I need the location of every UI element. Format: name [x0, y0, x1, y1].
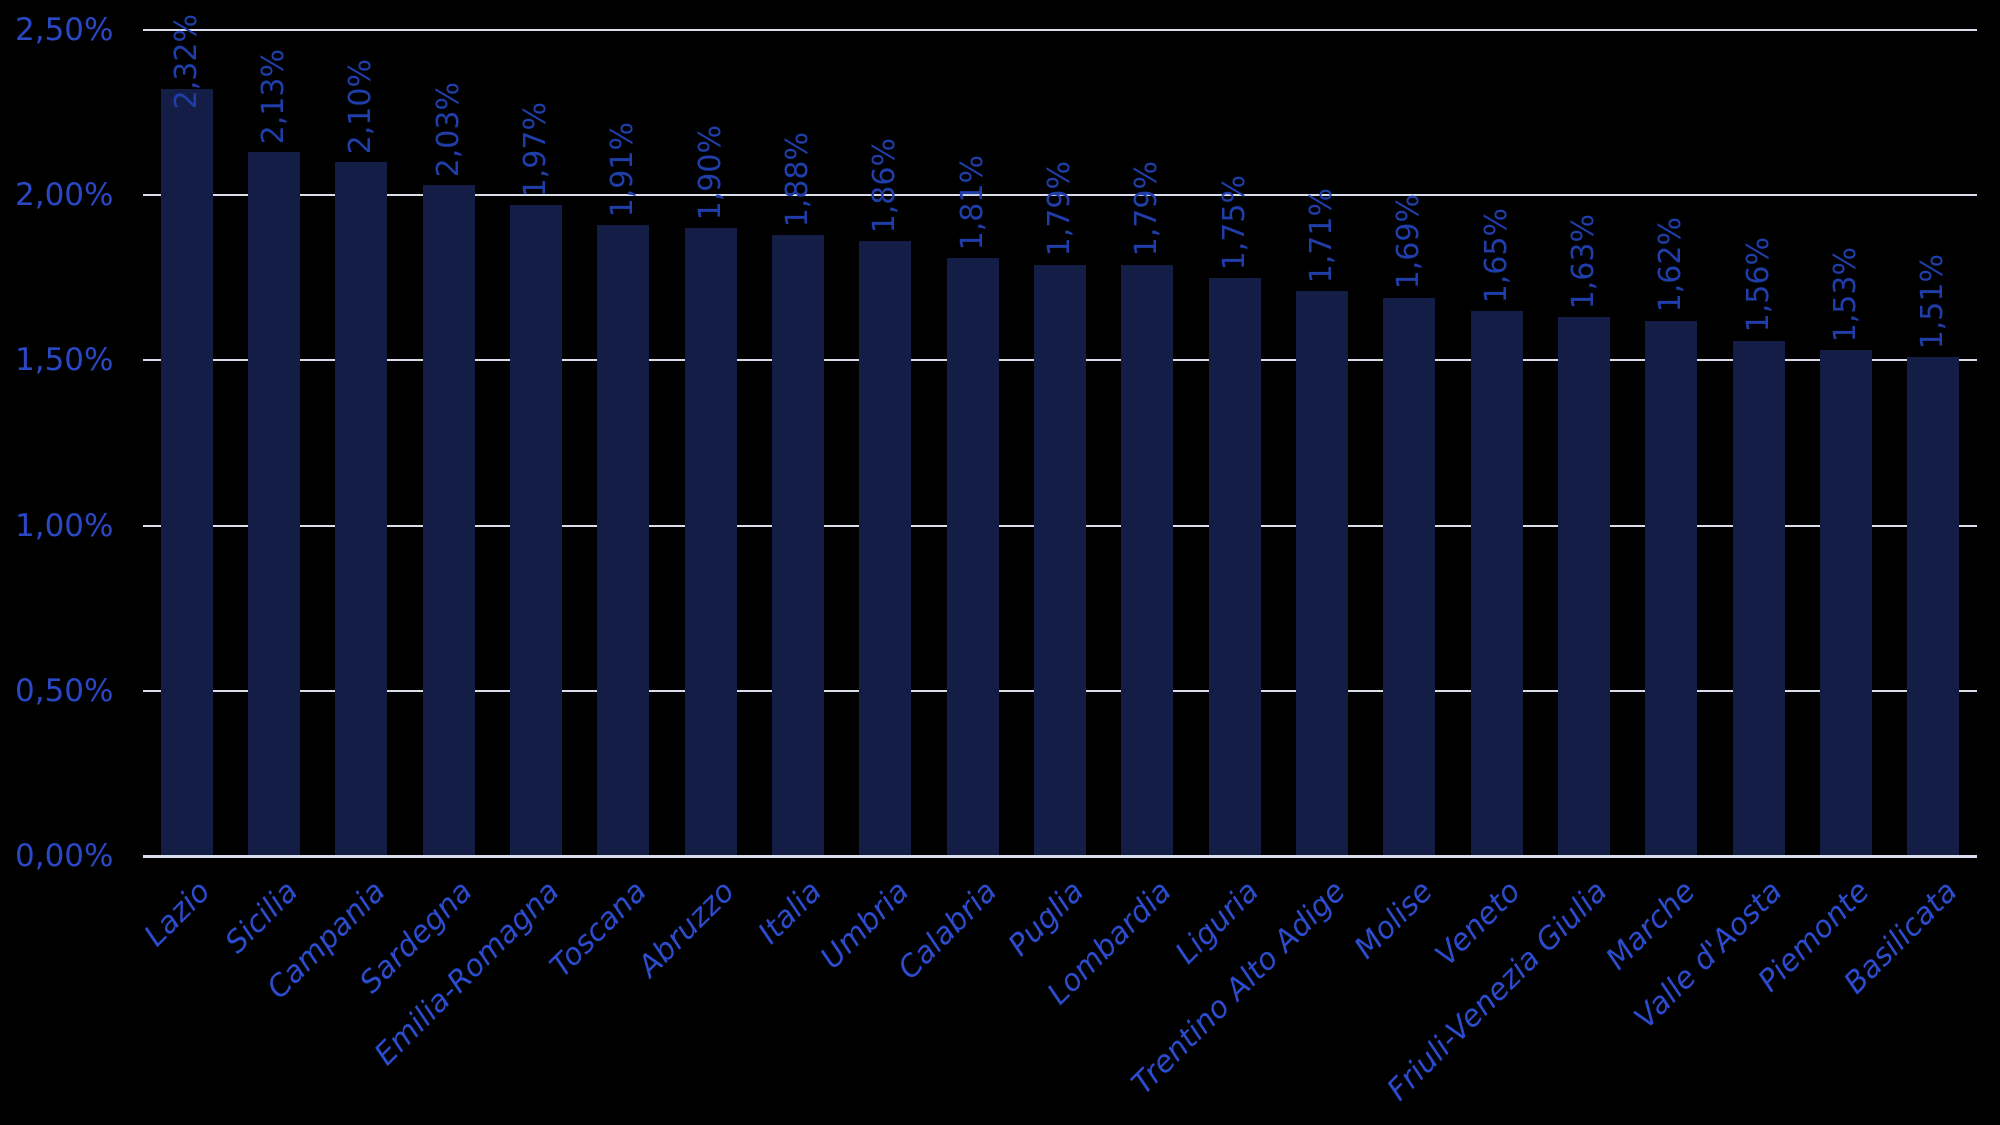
- bar-value-label: 1,88%: [779, 131, 815, 227]
- y-axis-tick-label: 1,50%: [15, 342, 114, 379]
- bar: [1820, 350, 1872, 856]
- category-label: Abruzzo: [631, 874, 742, 985]
- bar: [1645, 320, 1698, 856]
- bar-value-label: 1,56%: [1740, 237, 1776, 333]
- category-label: Italia: [751, 874, 829, 952]
- bar-value-label: 1,90%: [692, 124, 728, 221]
- y-axis-tick-label: 0,00%: [15, 838, 114, 874]
- bar-value-label: 1,97%: [517, 101, 553, 198]
- category-label: Lazio: [137, 874, 218, 954]
- category-label: Toscana: [543, 874, 655, 985]
- bar: [1732, 340, 1785, 856]
- bar: [335, 162, 388, 856]
- y-axis-tick-label: 0,50%: [15, 672, 114, 709]
- y-axis-tick-label: 2,00%: [15, 177, 114, 214]
- bar: [946, 257, 999, 856]
- bar-value-label: 1,79%: [1041, 161, 1077, 257]
- bar-value-label: 1,51%: [1915, 253, 1951, 350]
- bar-value-label: 1,91%: [605, 121, 641, 217]
- y-axis-tick-label: 1,00%: [15, 507, 114, 544]
- bar: [160, 89, 213, 856]
- bar-value-label: 1,81%: [954, 154, 990, 250]
- bar-value-label: 1,62%: [1653, 217, 1689, 313]
- category-label: Molise: [1348, 874, 1441, 966]
- bar-value-label: 1,79%: [1129, 161, 1165, 257]
- bar: [859, 241, 912, 856]
- bar: [684, 228, 737, 856]
- bar: [772, 234, 824, 856]
- bar: [510, 205, 562, 856]
- bar: [1121, 264, 1174, 856]
- bar-value-label: 1,65%: [1478, 207, 1514, 303]
- bar-value-label: 2,10%: [343, 58, 379, 155]
- bar-value-label: 1,71%: [1303, 187, 1339, 284]
- category-label: Sicilia: [218, 874, 305, 961]
- bar: [597, 224, 650, 856]
- bar: [1470, 310, 1523, 856]
- bar-value-label: 2,13%: [255, 48, 291, 145]
- bar: [1296, 291, 1348, 856]
- bar-value-label: 1,69%: [1391, 194, 1427, 290]
- bar-value-label: 1,86%: [867, 138, 903, 234]
- bar: [1558, 317, 1610, 856]
- bar-value-label: 1,53%: [1827, 247, 1863, 343]
- gridline: [143, 194, 1977, 197]
- x-axis-line: [143, 854, 1977, 858]
- bar: [1208, 277, 1261, 856]
- bar: [1907, 357, 1960, 856]
- y-axis-tick-label: 2,50%: [15, 12, 114, 48]
- bar-value-label: 2,32%: [168, 14, 204, 110]
- bar: [248, 152, 300, 856]
- bar-value-label: 1,63%: [1565, 214, 1601, 310]
- bar-value-label: 2,03%: [430, 81, 466, 178]
- bar: [1383, 297, 1436, 856]
- gridline: [143, 29, 1977, 31]
- bar: [422, 185, 475, 856]
- bar: [1034, 264, 1086, 856]
- bar-value-label: 1,75%: [1216, 174, 1252, 270]
